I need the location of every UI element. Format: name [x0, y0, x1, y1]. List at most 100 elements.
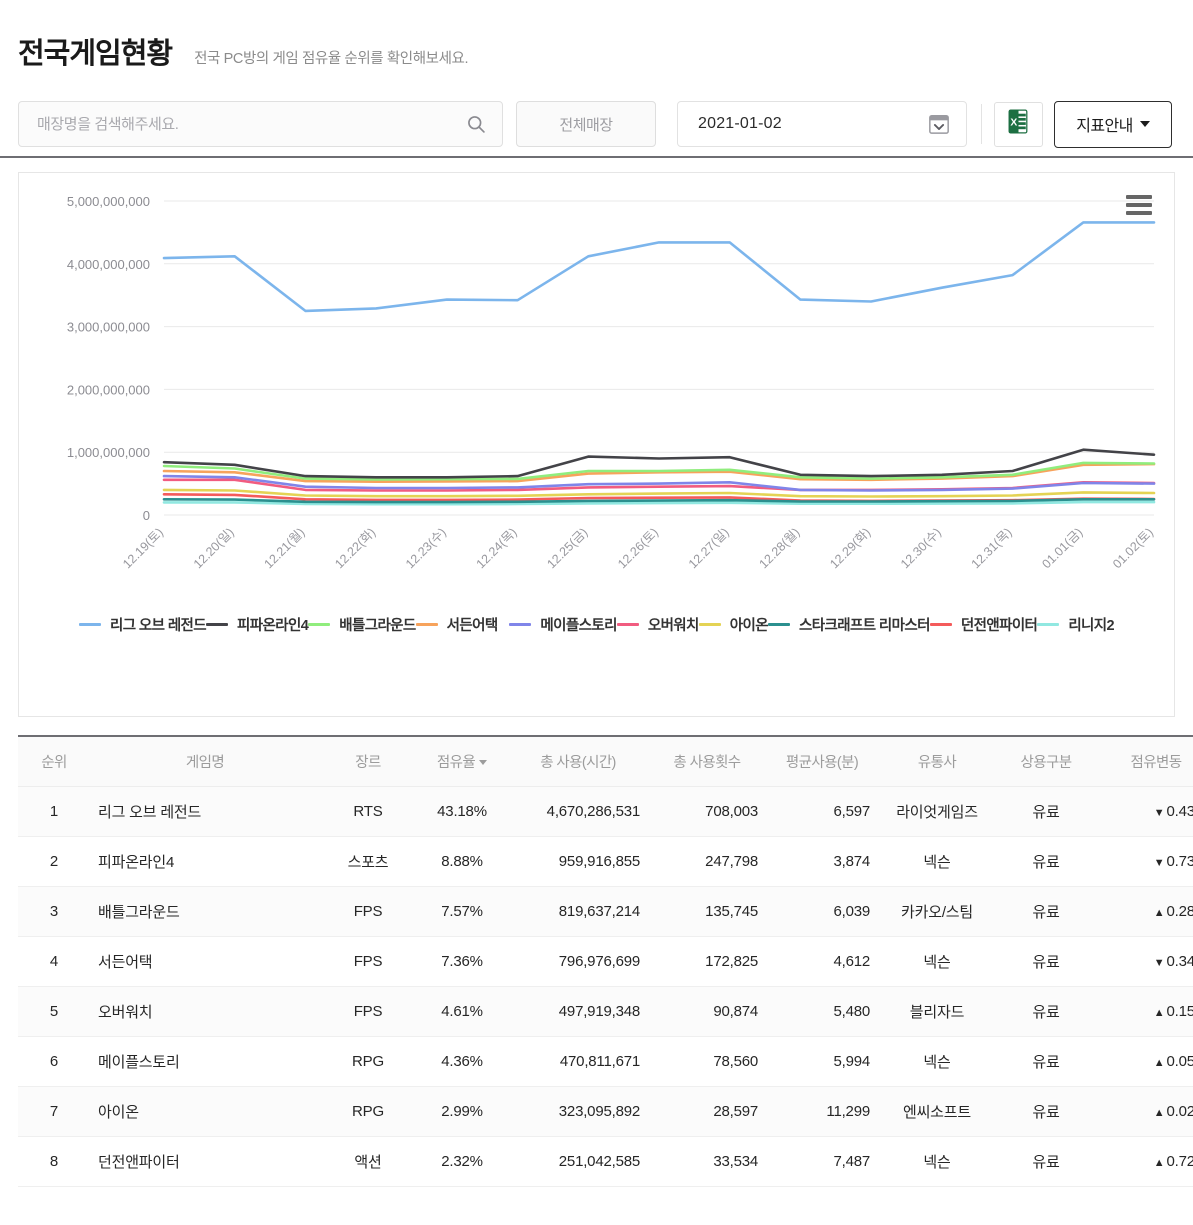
chart-series-line[interactable] [162, 221, 1156, 313]
table-row[interactable]: 6 메이플스토리 RPG 4.36% 470,811,671 78,560 5,994 넥슨 유… [18, 1036, 1193, 1087]
table-header-rank[interactable]: 순위 [18, 735, 90, 787]
legend-item[interactable]: 리니지2 [1037, 613, 1115, 635]
table-row[interactable]: 5 오버워치 FPS 4.61% 497,919,348 90,874 5,480 블리자드 유… [18, 986, 1193, 1037]
guide-dropdown-button[interactable]: 지표안내 [1054, 100, 1172, 148]
excel-icon: X [1006, 108, 1031, 140]
legend-item[interactable]: 아이온 [698, 613, 769, 635]
cell-publisher: 넥슨 [878, 936, 996, 987]
cell-rank: 3 [18, 886, 90, 937]
legend-item[interactable]: 메이플스토리 [509, 613, 617, 635]
cell-publisher: 카카오/스팀 [878, 886, 996, 937]
table-header-genre[interactable]: 장르 [320, 735, 416, 787]
legend-item[interactable]: 서든어택 [415, 613, 510, 635]
legend-color-swatch [509, 622, 532, 626]
cell-rank: 7 [18, 1086, 90, 1137]
cell-total-hours: 251,042,585 [508, 1136, 648, 1187]
chart-series-line[interactable] [162, 488, 1156, 498]
legend-item[interactable]: 스타크래프트 리마스터 [768, 613, 930, 635]
cell-use-count: 135,745 [648, 886, 766, 937]
table-row[interactable]: 2 피파온라인4 스포츠 8.88% 959,916,855 247,798 3,874 넥슨… [18, 836, 1193, 887]
cell-genre: FPS [320, 986, 416, 1037]
table-header-avg[interactable]: 평균사용(분) [766, 735, 878, 787]
legend-item[interactable]: 배틀그라운드 [308, 613, 416, 635]
cell-publisher: 넥슨 [878, 1136, 996, 1187]
table-row[interactable]: 1 리그 오브 레전드 RTS 43.18% 4,670,286,531 708,003 6… [18, 786, 1193, 837]
table-header-label: 점유변동 [1130, 754, 1183, 771]
x-axis-tick-label: 12.29(화) [827, 525, 873, 571]
all-stores-button[interactable]: 전체매장 [516, 101, 656, 147]
cell-share-change: ▼0.34% [1096, 936, 1193, 987]
cell-genre: RTS [320, 786, 416, 837]
table-header-paid[interactable]: 상용구분 [996, 735, 1096, 787]
legend-color-swatch [616, 622, 639, 626]
sort-descending-icon[interactable] [479, 760, 488, 766]
share-change-value: 0.43% [1166, 802, 1193, 820]
cell-share: 2.32% [416, 1136, 508, 1187]
legend-color-swatch [308, 622, 331, 626]
x-axis-tick-label: 12.21(월) [262, 525, 308, 571]
cell-total-hours: 819,637,214 [508, 886, 648, 937]
legend-color-swatch [929, 622, 952, 626]
legend-color-swatch [698, 622, 721, 626]
table-header-chg[interactable]: 점유변동 [1096, 735, 1193, 787]
chart-canvas[interactable]: 0 1,000,000,000 2,000,000,000 3,000,000,000… [19, 173, 1174, 603]
cell-share-change: ▲0.72% [1096, 1136, 1193, 1187]
cell-paid-type: 유료 [996, 786, 1096, 837]
chart-series-line[interactable] [162, 500, 1156, 506]
legend-item[interactable]: 오버워치 [616, 613, 699, 635]
cell-share: 43.18% [416, 786, 508, 837]
search-icon[interactable] [466, 114, 486, 134]
chart-series-line[interactable] [162, 497, 1156, 504]
legend-color-swatch [415, 622, 438, 626]
y-axis-tick-label: 5,000,000,000 [67, 194, 150, 209]
chart-series-line[interactable] [162, 448, 1156, 479]
cell-avg-minutes: 3,874 [766, 836, 878, 887]
cell-game-name: 아이온 [90, 1086, 320, 1137]
table-row[interactable]: 8 던전앤파이터 액션 2.32% 251,042,585 33,534 7,487 넥슨 유료… [18, 1136, 1193, 1187]
chart-series-line[interactable] [162, 474, 1156, 492]
cell-total-hours: 323,095,892 [508, 1086, 648, 1137]
legend-item[interactable]: 피파온라인4 [206, 613, 309, 635]
toolbar-divider [981, 104, 982, 144]
cell-paid-type: 유료 [996, 936, 1096, 987]
x-axis-tick-label: 12.23(수) [403, 525, 449, 571]
cell-use-count: 78,560 [648, 1036, 766, 1087]
search-box[interactable] [18, 101, 503, 147]
cell-paid-type: 유료 [996, 886, 1096, 937]
legend-label: 아이온 [729, 617, 769, 634]
chart-legend: 리그 오브 레전드 피파온라인4 배틀그라운드 서든어택 메이플스토리 오버워치 아이온 스타… [19, 613, 1174, 635]
cell-use-count: 28,597 [648, 1086, 766, 1137]
ranking-table-wrap: 순위 게임명 장르 점유율 총 사용(시간) 총 사용횟수 평균사용(분) 유통사 상용구분 점유… [18, 735, 1193, 1187]
cell-publisher: 넥슨 [878, 836, 996, 887]
search-input[interactable] [19, 102, 502, 146]
legend-item[interactable]: 리그 오브 레전드 [79, 613, 207, 635]
table-body: 1 리그 오브 레전드 RTS 43.18% 4,670,286,531 708,003 6… [18, 786, 1193, 1187]
cell-share: 2.99% [416, 1086, 508, 1137]
table-header-share[interactable]: 점유율 [416, 735, 508, 787]
table-row[interactable]: 4 서든어택 FPS 7.36% 796,976,699 172,825 4,612 넥슨 유료… [18, 936, 1193, 987]
table-header-count[interactable]: 총 사용횟수 [648, 735, 766, 787]
table-row[interactable]: 7 아이온 RPG 2.99% 323,095,892 28,597 11,299 엔씨소프트… [18, 1086, 1193, 1137]
date-picker[interactable]: 2021-01-02 [677, 101, 967, 147]
legend-item[interactable]: 던전앤파이터 [929, 613, 1038, 635]
chart-series-line[interactable] [162, 461, 1156, 481]
page-subtitle: 전국 PC방의 게임 점유율 순위를 확인해보세요. [194, 51, 469, 67]
line-chart: 0 1,000,000,000 2,000,000,000 3,000,000,000… [67, 194, 1156, 571]
legend-label: 메이플스토리 [540, 617, 617, 634]
cell-publisher: 라이엇게임즈 [878, 786, 996, 837]
hamburger-menu-icon[interactable] [1126, 195, 1152, 219]
guide-label: 지표안내 [1076, 118, 1133, 135]
share-change-value: 0.15% [1166, 1002, 1193, 1020]
calendar-icon[interactable] [928, 113, 950, 135]
table-header-pub[interactable]: 유통사 [878, 735, 996, 787]
excel-export-button[interactable]: X [994, 101, 1043, 147]
legend-label: 피파온라인4 [237, 617, 309, 634]
cell-avg-minutes: 4,612 [766, 936, 878, 987]
arrow-up-icon: ▲ [1153, 1106, 1165, 1119]
table-header-total[interactable]: 총 사용(시간) [508, 735, 648, 787]
cell-genre: FPS [320, 936, 416, 987]
share-change-value: 0.28% [1166, 902, 1193, 920]
table-row[interactable]: 3 배틀그라운드 FPS 7.57% 819,637,214 135,745 6,039 카카… [18, 886, 1193, 937]
table-header-name[interactable]: 게임명 [90, 735, 320, 787]
legend-color-swatch [768, 622, 791, 626]
